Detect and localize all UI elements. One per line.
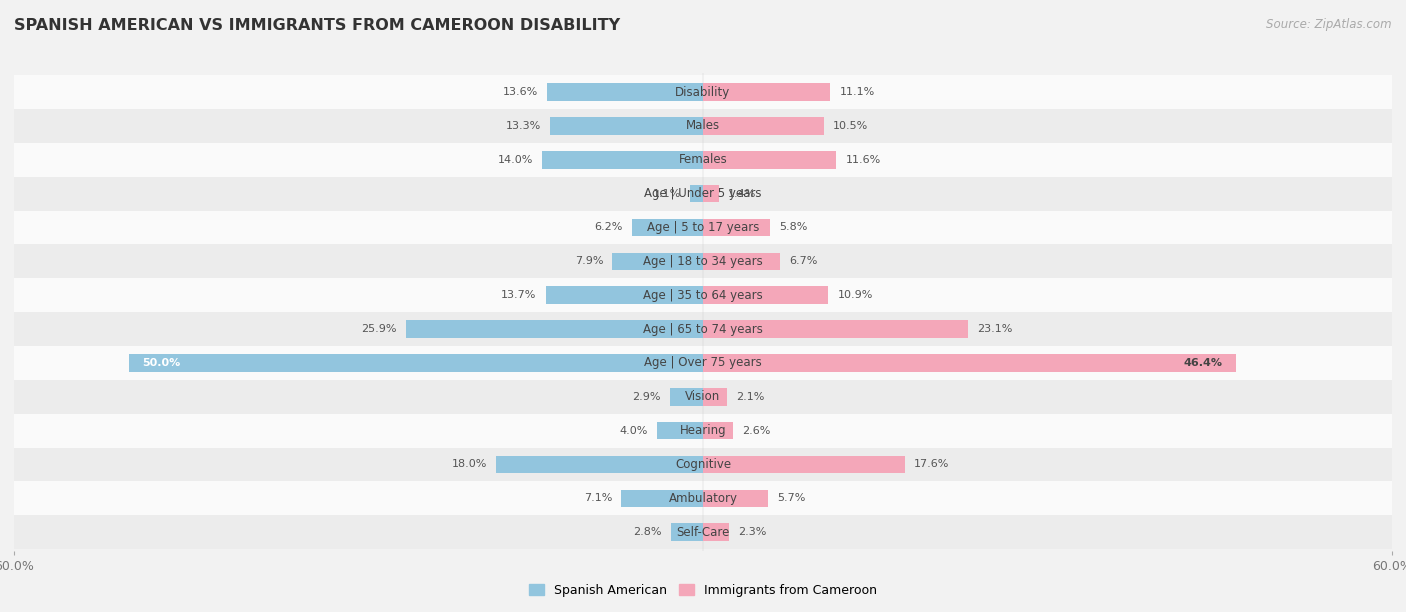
Bar <box>14 278 1392 312</box>
Text: 1.1%: 1.1% <box>652 188 681 199</box>
Text: 13.6%: 13.6% <box>502 87 537 97</box>
Text: Females: Females <box>679 153 727 166</box>
Text: Hearing: Hearing <box>679 424 727 437</box>
Bar <box>703 185 718 203</box>
Legend: Spanish American, Immigrants from Cameroon: Spanish American, Immigrants from Camero… <box>524 579 882 602</box>
Bar <box>14 515 1392 549</box>
Bar <box>703 253 780 270</box>
Bar <box>496 456 703 473</box>
Text: Age | Over 75 years: Age | Over 75 years <box>644 356 762 370</box>
Bar <box>547 83 703 101</box>
Text: Ambulatory: Ambulatory <box>668 492 738 505</box>
Bar <box>14 143 1392 177</box>
Bar <box>14 75 1392 109</box>
Text: 2.9%: 2.9% <box>633 392 661 401</box>
Text: 10.5%: 10.5% <box>832 121 868 131</box>
Bar <box>703 286 828 304</box>
Bar <box>129 354 703 371</box>
Bar <box>14 346 1392 380</box>
Bar <box>14 244 1392 278</box>
Text: 13.3%: 13.3% <box>506 121 541 131</box>
Text: Source: ZipAtlas.com: Source: ZipAtlas.com <box>1267 18 1392 31</box>
Text: Age | Under 5 years: Age | Under 5 years <box>644 187 762 200</box>
Text: SPANISH AMERICAN VS IMMIGRANTS FROM CAMEROON DISABILITY: SPANISH AMERICAN VS IMMIGRANTS FROM CAME… <box>14 18 620 34</box>
Bar <box>703 218 769 236</box>
Text: 2.6%: 2.6% <box>742 425 770 436</box>
Bar <box>14 482 1392 515</box>
Bar <box>703 354 1236 371</box>
Bar <box>657 422 703 439</box>
Bar <box>14 109 1392 143</box>
Text: Age | 35 to 64 years: Age | 35 to 64 years <box>643 289 763 302</box>
Bar <box>621 490 703 507</box>
Bar <box>405 320 703 338</box>
Bar <box>14 414 1392 447</box>
Text: 2.3%: 2.3% <box>738 527 766 537</box>
Text: Vision: Vision <box>685 390 721 403</box>
Bar <box>543 151 703 168</box>
Text: 50.0%: 50.0% <box>142 358 181 368</box>
Bar <box>703 422 733 439</box>
Text: Disability: Disability <box>675 86 731 99</box>
Text: 46.4%: 46.4% <box>1182 358 1222 368</box>
Bar <box>703 523 730 541</box>
Text: 7.9%: 7.9% <box>575 256 603 266</box>
Text: 11.6%: 11.6% <box>845 155 880 165</box>
Bar <box>703 490 769 507</box>
Text: 5.7%: 5.7% <box>778 493 806 503</box>
Text: 23.1%: 23.1% <box>977 324 1012 334</box>
Text: Self-Care: Self-Care <box>676 526 730 539</box>
Text: 13.7%: 13.7% <box>501 290 537 300</box>
Bar <box>14 312 1392 346</box>
Bar <box>703 388 727 406</box>
Text: 14.0%: 14.0% <box>498 155 533 165</box>
Text: 4.0%: 4.0% <box>620 425 648 436</box>
Text: Age | 5 to 17 years: Age | 5 to 17 years <box>647 221 759 234</box>
Text: Age | 18 to 34 years: Age | 18 to 34 years <box>643 255 763 268</box>
Text: 18.0%: 18.0% <box>451 460 486 469</box>
Text: 2.1%: 2.1% <box>737 392 765 401</box>
Bar <box>550 117 703 135</box>
Bar <box>14 211 1392 244</box>
Bar <box>546 286 703 304</box>
Bar <box>703 83 831 101</box>
Bar <box>703 456 905 473</box>
Text: 7.1%: 7.1% <box>583 493 612 503</box>
Bar <box>690 185 703 203</box>
Text: Age | 65 to 74 years: Age | 65 to 74 years <box>643 323 763 335</box>
Text: 2.8%: 2.8% <box>633 527 662 537</box>
Text: 6.2%: 6.2% <box>595 223 623 233</box>
Text: 25.9%: 25.9% <box>361 324 396 334</box>
Bar <box>631 218 703 236</box>
Bar <box>703 117 824 135</box>
Bar <box>14 447 1392 482</box>
Bar <box>14 380 1392 414</box>
Bar <box>612 253 703 270</box>
Text: 11.1%: 11.1% <box>839 87 875 97</box>
Text: Cognitive: Cognitive <box>675 458 731 471</box>
Text: 5.8%: 5.8% <box>779 223 807 233</box>
Bar <box>669 388 703 406</box>
Text: 6.7%: 6.7% <box>789 256 817 266</box>
Text: 17.6%: 17.6% <box>914 460 949 469</box>
Text: Males: Males <box>686 119 720 132</box>
Bar <box>703 320 969 338</box>
Bar <box>703 151 837 168</box>
Bar <box>671 523 703 541</box>
Text: 1.4%: 1.4% <box>728 188 756 199</box>
Text: 10.9%: 10.9% <box>838 290 873 300</box>
Bar <box>14 177 1392 211</box>
